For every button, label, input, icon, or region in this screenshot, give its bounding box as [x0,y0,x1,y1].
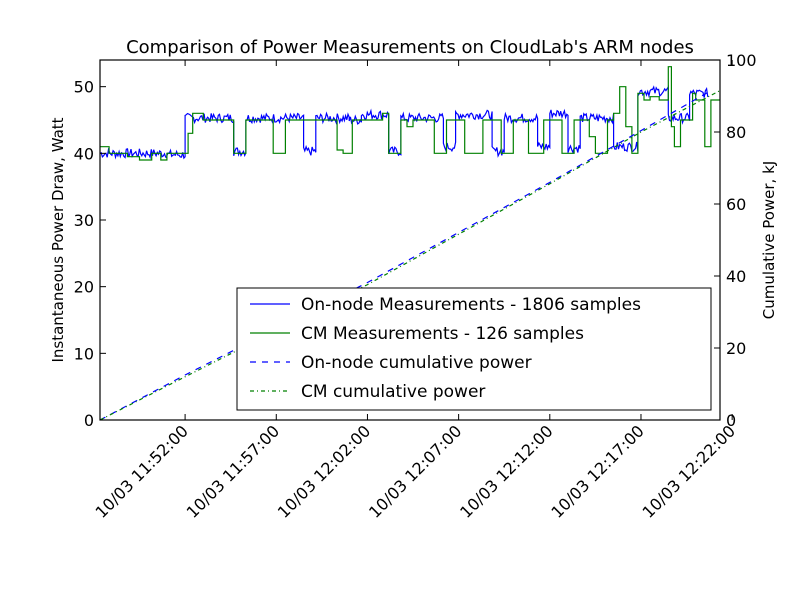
chart-title: Comparison of Power Measurements on Clou… [126,37,694,58]
x-tick-label: 10/03 11:52:00 [91,421,191,521]
y-right-tick-label: 20 [726,339,746,358]
x-tick-label: 10/03 12:02:00 [274,421,374,521]
legend-label-cm-cumulative: CM cumulative power [301,382,485,402]
y-left-tick-label: 10 [74,344,94,363]
y-axis-left-label: Instantaneous Power Draw, Watt [49,117,67,362]
legend-label-on-node-cumulative: On-node cumulative power [301,353,532,373]
y-left-tick-label: 20 [74,278,94,297]
y-left-tick-label: 30 [74,211,94,230]
y-right-tick-label: 40 [726,267,746,286]
series-line-3 [99,91,709,421]
series-line-4 [99,90,721,421]
plot-data [99,66,721,421]
y-left-tick-label: 50 [74,78,94,97]
legend: On-node Measurements - 1806 samples CM M… [236,287,712,411]
plot-frame [99,59,721,421]
y-left-tick-label: 0 [84,411,94,430]
y-right-tick-label: 60 [726,195,746,214]
y-right-tick-label: 0 [726,411,736,430]
x-tick-label: 10/03 12:17:00 [547,421,647,521]
legend-box [236,287,712,411]
x-tick-label: 10/03 12:22:00 [639,421,739,521]
x-tick-label: 10/03 12:12:00 [456,421,556,521]
y-right-tick-label: 100 [726,51,757,70]
y-right-tick-label: 80 [726,123,746,142]
y-left-tick-label: 40 [74,144,94,163]
series-line-1 [99,85,709,160]
y-axis-right-label: Cumulative Power, kJ [760,161,778,319]
legend-label-on-node: On-node Measurements - 1806 samples [301,295,641,315]
x-tick-label: 10/03 11:57:00 [183,421,283,521]
x-tick-label: 10/03 12:07:00 [365,421,465,521]
series-line-2 [100,66,720,161]
legend-label-cm: CM Measurements - 126 samples [301,324,584,344]
